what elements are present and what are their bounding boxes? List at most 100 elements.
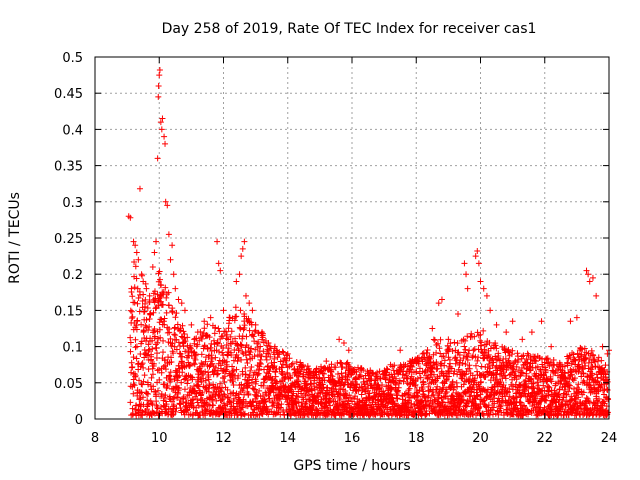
data-point — [259, 392, 266, 399]
data-point — [233, 390, 240, 397]
data-point — [294, 378, 301, 385]
x-tick-labels: 8 10 12 14 16 18 20 22 24 — [91, 431, 617, 446]
data-point — [163, 401, 170, 408]
data-point — [205, 388, 212, 395]
data-point — [149, 345, 156, 352]
data-point — [137, 351, 144, 358]
data-point — [284, 369, 291, 376]
data-point — [187, 345, 194, 352]
data-point — [340, 339, 347, 346]
data-point — [250, 399, 257, 406]
data-point — [253, 404, 260, 411]
data-point — [412, 407, 419, 414]
data-point — [222, 328, 229, 335]
data-point — [161, 315, 168, 322]
data-point — [463, 271, 470, 278]
x-tick-label: 16 — [344, 431, 361, 446]
data-point — [336, 336, 343, 343]
data-point — [186, 363, 193, 370]
data-point — [218, 388, 225, 395]
data-point — [224, 395, 231, 402]
data-point — [143, 285, 150, 292]
data-point — [237, 341, 244, 348]
data-point — [231, 395, 238, 402]
data-point — [283, 357, 290, 364]
data-point — [209, 396, 216, 403]
data-point — [191, 361, 198, 368]
data-point — [154, 367, 161, 374]
data-point — [162, 392, 169, 399]
data-point — [173, 369, 180, 376]
data-point — [255, 338, 262, 345]
data-point — [259, 411, 266, 418]
data-point — [311, 380, 318, 387]
data-point — [297, 368, 304, 375]
data-point — [131, 382, 138, 389]
data-point — [282, 356, 289, 363]
data-point — [236, 271, 243, 278]
data-point — [140, 364, 147, 371]
data-point — [139, 408, 146, 415]
data-point — [149, 365, 156, 372]
data-point — [128, 315, 135, 322]
data-point — [368, 376, 375, 383]
data-point — [345, 347, 352, 354]
y-tick-label: 0.05 — [54, 377, 83, 392]
data-point — [188, 321, 195, 328]
data-point — [382, 375, 389, 382]
data-point — [241, 322, 248, 329]
data-point — [438, 296, 445, 303]
data-point — [244, 360, 251, 367]
data-point — [399, 371, 406, 378]
data-point — [151, 288, 158, 295]
data-point — [233, 366, 240, 373]
data-point — [310, 403, 317, 410]
data-point — [141, 372, 148, 379]
data-point — [354, 381, 361, 388]
data-point — [132, 406, 139, 413]
data-point — [355, 387, 362, 394]
data-point — [217, 380, 224, 387]
data-point — [163, 309, 170, 316]
data-point — [275, 405, 282, 412]
data-point — [172, 408, 179, 415]
data-point — [207, 344, 214, 351]
data-point — [175, 374, 182, 381]
data-point — [198, 360, 205, 367]
data-point — [230, 376, 237, 383]
x-tick-label: 22 — [536, 431, 553, 446]
data-point — [602, 362, 609, 369]
data-point — [385, 411, 392, 418]
data-point — [136, 377, 143, 384]
data-points — [125, 67, 612, 419]
data-point — [135, 294, 142, 301]
data-point — [224, 363, 231, 370]
data-point — [184, 377, 191, 384]
data-point — [129, 364, 136, 371]
y-tick-label: 0.15 — [54, 304, 83, 319]
data-point — [166, 393, 173, 400]
data-point — [328, 391, 335, 398]
data-point — [247, 367, 254, 374]
data-point — [173, 310, 180, 317]
data-point — [302, 392, 309, 399]
data-point — [387, 384, 394, 391]
data-point — [390, 367, 397, 374]
data-point — [158, 369, 165, 376]
data-point — [248, 363, 255, 370]
data-point — [433, 342, 440, 349]
y-tick-label: 0.1 — [62, 341, 83, 356]
data-point — [217, 267, 224, 274]
data-point — [414, 392, 421, 399]
data-point — [402, 403, 409, 410]
data-point — [138, 321, 145, 328]
data-point — [431, 337, 438, 344]
data-point — [207, 362, 214, 369]
data-point — [215, 325, 222, 332]
data-point — [207, 314, 214, 321]
data-point — [455, 311, 462, 318]
data-point — [157, 334, 164, 341]
data-point — [179, 322, 186, 329]
data-point — [256, 387, 263, 394]
data-point — [388, 412, 395, 419]
